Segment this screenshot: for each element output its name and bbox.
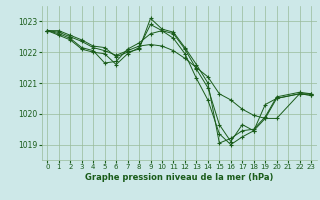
X-axis label: Graphe pression niveau de la mer (hPa): Graphe pression niveau de la mer (hPa) — [85, 173, 273, 182]
